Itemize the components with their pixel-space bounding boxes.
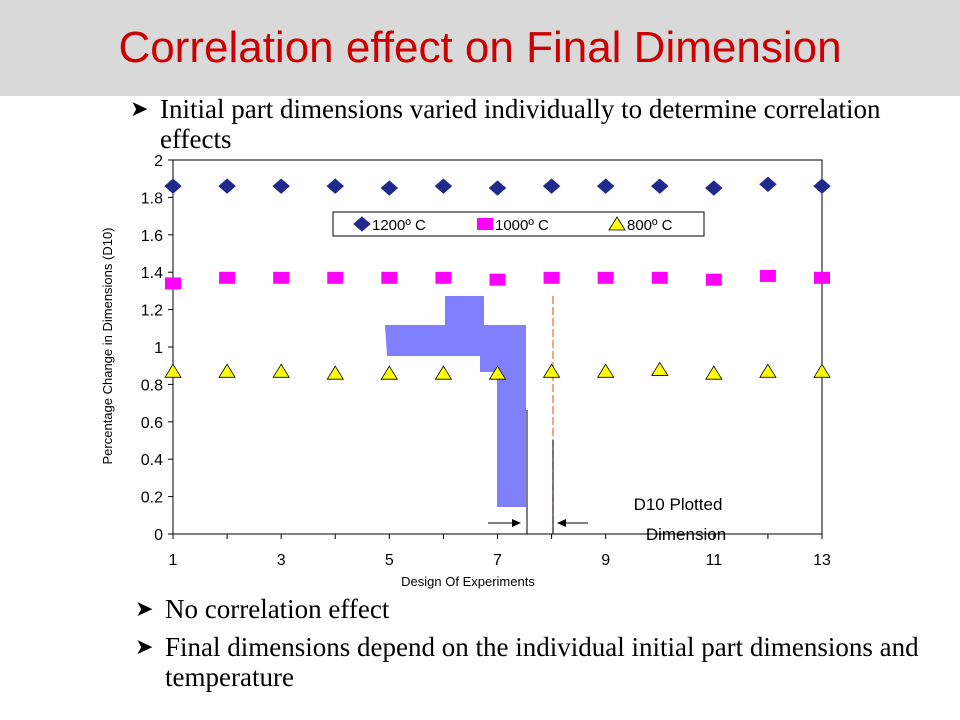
y-tick-label: 1.6 <box>141 228 163 245</box>
data-point-triangle-series-3 <box>759 363 777 378</box>
x-axis-title: Design Of Experiments <box>401 574 535 589</box>
arrow-bullet-icon: ➤ <box>130 96 149 121</box>
bullet-final-dimensions-text: Final dimensions depend on the individua… <box>165 632 919 692</box>
bullet-intro-text: Initial part dimensions varied individua… <box>160 94 881 154</box>
plot-area: D10 Plotted Dimension 0 0.2 0.4 0.6 0.8 1 1.2 1.4… <box>100 153 831 589</box>
x-tick-label: 1 <box>169 552 178 569</box>
data-point-square-series-2 <box>381 271 398 284</box>
legend-label-series-2: 1000º C <box>495 217 549 234</box>
data-point-square-series-2 <box>705 273 722 286</box>
x-tick-label: 5 <box>385 552 394 569</box>
slide-title: Correlation effect on Final Dimension <box>118 23 842 72</box>
data-point-diamond-series-1 <box>164 178 182 194</box>
data-point-diamond-series-1 <box>434 178 453 194</box>
title-bar <box>0 0 960 96</box>
data-point-triangle-series-3 <box>164 363 182 378</box>
data-point-triangle-series-3 <box>380 365 399 380</box>
data-point-diamond-series-1 <box>218 178 236 194</box>
x-tick-label: 11 <box>706 552 723 569</box>
data-point-diamond-series-1 <box>488 180 507 196</box>
y-tick-label: 1.8 <box>141 190 163 207</box>
y-tick-label: 2 <box>154 153 163 170</box>
part-cross-section-shape <box>385 296 526 507</box>
bullet-no-correlation-text: No correlation effect <box>165 594 390 624</box>
legend-label-series-3: 800º C <box>627 217 673 234</box>
data-point-square-series-2 <box>219 271 236 284</box>
legend-square-icon <box>477 218 493 230</box>
data-point-diamond-series-1 <box>380 180 399 196</box>
bullet-final-dimensions: ➤ Final dimensions depend on the individ… <box>135 632 925 692</box>
bullet-intro: ➤ Initial part dimensions varied individ… <box>130 94 920 154</box>
bullet-no-correlation: ➤ No correlation effect <box>135 594 925 624</box>
annotation-label-line2: Dimension <box>646 525 726 544</box>
data-point-square-series-2 <box>814 271 830 284</box>
y-tick-label: 1.4 <box>141 265 163 282</box>
data-point-diamond-series-1 <box>650 178 669 194</box>
data-point-diamond-series-1 <box>705 180 723 196</box>
data-point-square-series-2 <box>165 277 181 290</box>
arrow-bullet-icon: ➤ <box>135 634 154 659</box>
data-point-triangle-series-3 <box>218 363 236 378</box>
data-point-triangle-series-3 <box>326 365 344 380</box>
x-tick-label: 13 <box>813 552 831 569</box>
x-tick-label: 7 <box>493 552 502 569</box>
y-tick-label: 1 <box>154 340 163 357</box>
annotation-label-line1: D10 Plotted <box>634 495 723 514</box>
legend-box <box>332 211 705 237</box>
data-point-square-series-2 <box>543 271 560 284</box>
legend-label-series-1: 1200º C <box>372 217 426 234</box>
arrowhead-right-icon <box>557 519 566 527</box>
data-point-square-series-2 <box>759 269 776 282</box>
y-tick-label: 0.2 <box>141 490 163 507</box>
data-point-triangle-series-3 <box>272 363 290 378</box>
data-point-triangle-series-3 <box>813 363 831 378</box>
x-tick-label: 9 <box>601 552 610 569</box>
data-point-diamond-series-1 <box>272 178 290 194</box>
data-point-triangle-series-3 <box>596 363 615 378</box>
data-point-diamond-series-1 <box>813 178 831 194</box>
y-axis-title: Percentage Change in Dimensions (D10) <box>100 227 115 464</box>
arrowhead-left-icon <box>512 519 521 527</box>
y-tick-label: 0.4 <box>141 452 163 469</box>
arrow-bullet-icon: ➤ <box>135 596 154 621</box>
data-point-diamond-series-1 <box>326 178 345 194</box>
data-point-diamond-series-1 <box>542 178 561 194</box>
data-point-diamond-series-1 <box>596 178 615 194</box>
data-point-triangle-series-3 <box>651 361 669 376</box>
data-point-square-series-2 <box>489 273 506 286</box>
data-point-square-series-2 <box>435 271 452 284</box>
y-tick-label: 0.8 <box>141 377 163 394</box>
data-point-triangle-series-3 <box>705 365 723 380</box>
x-tick-label: 3 <box>277 552 286 569</box>
data-point-square-series-2 <box>651 271 668 284</box>
data-point-triangle-series-3 <box>488 365 507 380</box>
legend-triangle-icon <box>608 216 626 231</box>
data-point-square-series-2 <box>273 271 290 284</box>
data-point-triangle-series-3 <box>542 363 561 378</box>
data-point-square-series-2 <box>597 271 614 284</box>
data-point-diamond-series-1 <box>759 176 777 192</box>
legend-diamond-icon <box>353 216 371 232</box>
y-tick-label: 0 <box>154 527 163 544</box>
data-point-triangle-series-3 <box>434 365 453 380</box>
y-tick-label: 1.2 <box>141 303 163 320</box>
data-point-square-series-2 <box>327 271 344 284</box>
y-tick-label: 0.6 <box>141 415 163 432</box>
